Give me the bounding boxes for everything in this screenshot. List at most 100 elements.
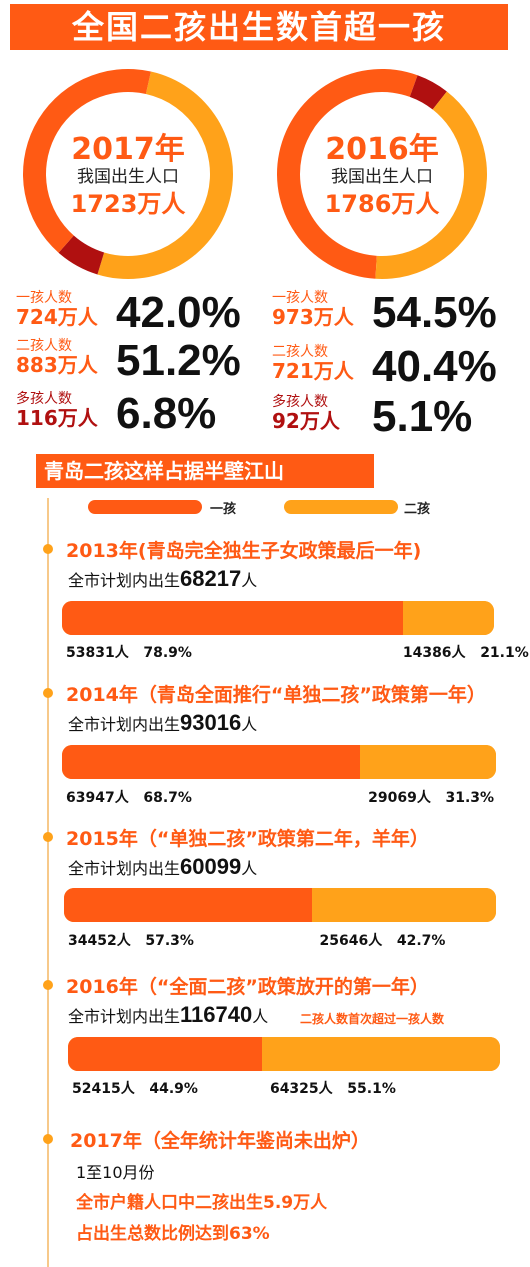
stat-percent: 51.2% xyxy=(116,336,241,385)
donut-2017: 2017年 我国出生人口 1723万人 xyxy=(8,66,248,282)
stat-percent: 40.4% xyxy=(372,342,497,391)
stat-2016-multi: 多孩人数 92万人 5.1% xyxy=(272,392,472,441)
one-count: 34452人 xyxy=(68,933,131,949)
stat-count: 721万人 xyxy=(272,359,354,383)
pie-slice-two xyxy=(375,91,488,279)
stat-percent: 6.8% xyxy=(116,389,217,438)
section-title: 青岛二孩这样占据半壁江山 xyxy=(36,454,374,488)
note-line-2: 占出生总数比例达到63% xyxy=(76,1224,270,1244)
two-child-label: 25646人 42.7% xyxy=(320,930,446,950)
stat-label: 一孩人数 xyxy=(16,290,72,306)
period-text: 1至10月份 xyxy=(76,1163,155,1182)
bar-segment-two xyxy=(311,888,496,922)
stacked-bar xyxy=(62,745,496,779)
bar-segment-one xyxy=(62,745,361,779)
stat-label: 多孩人数 xyxy=(272,394,328,410)
stat-count: 883万人 xyxy=(16,353,98,377)
plan-prefix: 全市计划内出生 xyxy=(68,715,181,734)
two-count: 25646人 xyxy=(319,933,383,949)
donut-2016-year: 2016年 xyxy=(325,132,439,167)
stat-percent: 54.5% xyxy=(372,288,497,337)
one-percent: 57.3% xyxy=(145,933,194,949)
stat-2017-one: 一孩人数 724万人 42.0% xyxy=(16,288,241,337)
pie-slice-two xyxy=(97,71,233,279)
row-note: 二孩人数首次超过一孩人数 xyxy=(300,1012,445,1026)
planned-births: 全市计划内出生116740人 xyxy=(68,1002,268,1028)
plan-number: 60099 xyxy=(180,854,242,879)
stacked-bar xyxy=(68,1037,500,1071)
pie-slice-one xyxy=(277,68,418,279)
one-child-label: 63947人 68.7% xyxy=(66,787,192,807)
timeline-dot xyxy=(43,544,53,554)
stat-2017-multi: 多孩人数 116万人 6.8% xyxy=(16,389,216,438)
plan-number: 116740 xyxy=(180,1002,253,1027)
page-title: 全国二孩出生数首超一孩 xyxy=(10,4,508,50)
two-percent: 55.1% xyxy=(347,1081,396,1097)
stat-count: 973万人 xyxy=(272,305,354,329)
timeline-dot xyxy=(43,688,53,698)
bar-segment-two xyxy=(402,601,494,635)
one-count: 52415人 xyxy=(72,1081,135,1097)
planned-births: 全市计划内出生93016人 xyxy=(68,710,257,736)
note-line-1: 全市户籍人口中二孩出生5.9万人 xyxy=(76,1193,328,1213)
timeline-dot xyxy=(43,832,53,842)
donut-2016-subtitle: 我国出生人口 xyxy=(331,167,433,187)
stat-2016-two: 二孩人数 721万人 40.4% xyxy=(272,342,497,391)
plan-prefix: 全市计划内出生 xyxy=(68,859,181,878)
year-heading: 2016年（“全面二孩”政策放开的第一年） xyxy=(66,976,429,998)
plan-suffix: 人 xyxy=(241,715,258,734)
donut-2017-subtitle: 我国出生人口 xyxy=(77,167,179,187)
two-count: 64325人 xyxy=(269,1081,333,1097)
bar-segment-two xyxy=(261,1037,500,1071)
plan-suffix: 人 xyxy=(252,1007,269,1026)
timeline-line xyxy=(47,498,49,1267)
legend-label-two: 二孩 xyxy=(404,502,431,517)
stat-label: 二孩人数 xyxy=(16,338,72,354)
one-child-label: 52415人 44.9% xyxy=(72,1078,198,1098)
planned-births: 全市计划内出生60099人 xyxy=(68,854,257,880)
year-heading: 2013年(青岛完全独生子女政策最后一年) xyxy=(66,540,422,562)
pie-slice-multi xyxy=(58,235,105,275)
donut-2016-total: 1786万人 xyxy=(324,190,440,218)
plan-suffix: 人 xyxy=(241,571,258,590)
two-count: 29069人 xyxy=(368,790,431,806)
two-percent: 31.3% xyxy=(445,790,495,806)
donut-2016: 2016年 我国出生人口 1786万人 xyxy=(262,66,502,282)
stat-count: 724万人 xyxy=(16,305,98,329)
bar-segment-one xyxy=(62,601,403,635)
one-count: 53831人 xyxy=(66,645,129,661)
year-heading: 2014年（青岛全面推行“单独二孩”政策第一年） xyxy=(66,684,486,706)
plan-number: 68217 xyxy=(180,566,242,591)
one-child-label: 53831人 78.9% xyxy=(66,642,192,662)
one-percent: 68.7% xyxy=(143,790,192,806)
two-child-label: 64325人 55.1% xyxy=(270,1078,396,1098)
stat-percent: 42.0% xyxy=(116,288,241,337)
bar-segment-two xyxy=(360,745,496,779)
legend-swatch-one xyxy=(88,500,202,514)
stacked-bar xyxy=(64,888,496,922)
stat-label: 二孩人数 xyxy=(272,344,328,360)
bar-segment-one xyxy=(64,888,312,922)
two-percent: 21.1% xyxy=(480,645,529,661)
plan-suffix: 人 xyxy=(241,859,258,878)
two-count: 14386人 xyxy=(402,645,466,661)
stat-count: 92万人 xyxy=(272,409,340,433)
legend-swatch-two xyxy=(284,500,398,514)
donut-2017-year: 2017年 xyxy=(71,132,185,167)
plan-prefix: 全市计划内出生 xyxy=(68,1007,181,1026)
one-percent: 44.9% xyxy=(149,1081,198,1097)
two-child-label: 29069人 31.3% xyxy=(368,787,494,807)
plan-number: 93016 xyxy=(180,710,242,735)
bar-segment-one xyxy=(68,1037,262,1071)
stat-2016-one: 一孩人数 973万人 54.5% xyxy=(272,288,497,337)
planned-births: 全市计划内出生68217人 xyxy=(68,566,257,592)
year-heading: 2015年（“单独二孩”政策第二年，羊年） xyxy=(66,828,429,850)
stat-percent: 5.1% xyxy=(372,392,473,441)
plan-prefix: 全市计划内出生 xyxy=(68,571,181,590)
two-percent: 42.7% xyxy=(396,933,446,949)
donut-2017-total: 1723万人 xyxy=(70,190,186,218)
one-percent: 78.9% xyxy=(143,645,192,661)
pie-slice-multi xyxy=(409,75,447,110)
year-heading-2017: 2017年（全年统计年鉴尚未出炉） xyxy=(70,1130,370,1152)
pie-slice-one xyxy=(23,69,151,253)
